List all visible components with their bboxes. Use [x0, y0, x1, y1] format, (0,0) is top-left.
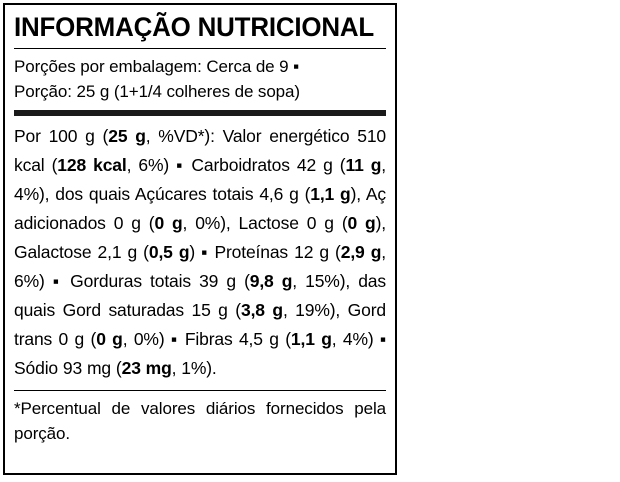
- fiber-after-text: , 4%) ▪ Sódio 93 mg (: [14, 329, 386, 378]
- nutrient-intro-after-text: , %VD*): Valor energético 510 kcal (: [14, 126, 387, 175]
- energy-portion-value: 128 kcal: [57, 155, 127, 175]
- heavy-divider: [14, 110, 386, 116]
- galactose-portion-value: 0,5 g: [148, 242, 190, 262]
- saturated-fat-portion-value: 3,8 g: [240, 300, 283, 320]
- protein-portion-value: 2,9 g: [340, 242, 382, 262]
- nutrients-block: Por 100 g (25 g, %VD*): Valor energético…: [5, 116, 395, 383]
- galactose-after-text: ) ▪ Proteínas 12 g (: [189, 242, 341, 262]
- nutrient-intro-text: Por 100 g (: [14, 126, 109, 146]
- trans-fat-portion-value: 0 g: [96, 329, 123, 349]
- daily-value-footnote: *Percentual de valores diários fornecido…: [14, 399, 386, 443]
- sodium-after-text: , 1%).: [171, 358, 217, 378]
- footnote-divider: [14, 390, 386, 391]
- carbs-after-text: , 4%), dos quais Açúcares totais 4,6 g (: [14, 155, 386, 204]
- total-fat-portion-value: 9,8 g: [249, 271, 293, 291]
- page-title: INFORMAÇÃO NUTRICIONAL: [14, 12, 375, 42]
- lactose-portion-value: 0 g: [347, 213, 376, 233]
- saturated-fat-after-text: , 19%), Gord trans 0 g (: [14, 300, 386, 349]
- sodium-portion-value: 23 mg: [121, 358, 172, 378]
- total-fat-after-text: , 15%), das quais Gord saturadas 15 g (: [14, 271, 386, 320]
- fiber-portion-value: 1,1 g: [290, 329, 332, 349]
- sugars-portion-value: 1,1 g: [310, 184, 351, 204]
- portion-size-line: Porção: 25 g (1+1/4 colheres de sopa): [14, 82, 300, 101]
- added-sugars-after-text: , 0%), Lactose 0 g (: [182, 213, 348, 233]
- title-block: INFORMAÇÃO NUTRICIONAL: [5, 5, 395, 43]
- nutrients-paragraph: Por 100 g (25 g, %VD*): Valor energético…: [14, 122, 386, 383]
- nutrition-facts-panel: INFORMAÇÃO NUTRICIONAL Porções por embal…: [3, 3, 397, 475]
- portion-reference-value: 25 g: [108, 126, 146, 146]
- lactose-after-text: ), Galactose 2,1 g (: [14, 213, 386, 262]
- energy-after-text: , 6%) ▪ Carboidratos 42 g (: [126, 155, 346, 175]
- sugars-after-text: ), Aç adicionados 0 g (: [14, 184, 386, 233]
- servings-block: Porções por embalagem: Cerca de 9 ▪ Porç…: [5, 49, 395, 104]
- added-sugars-portion-value: 0 g: [154, 213, 183, 233]
- title-divider: [14, 48, 386, 49]
- footnote-block: *Percentual de valores diários fornecido…: [5, 391, 395, 446]
- trans-fat-after-text: , 0%) ▪ Fibras 4,5 g (: [122, 329, 291, 349]
- carbs-portion-value: 11 g: [345, 155, 382, 175]
- protein-after-text: , 6%) ▪ Gorduras totais 39 g (: [14, 242, 386, 291]
- servings-per-package-line: Porções por embalagem: Cerca de 9 ▪: [14, 57, 300, 76]
